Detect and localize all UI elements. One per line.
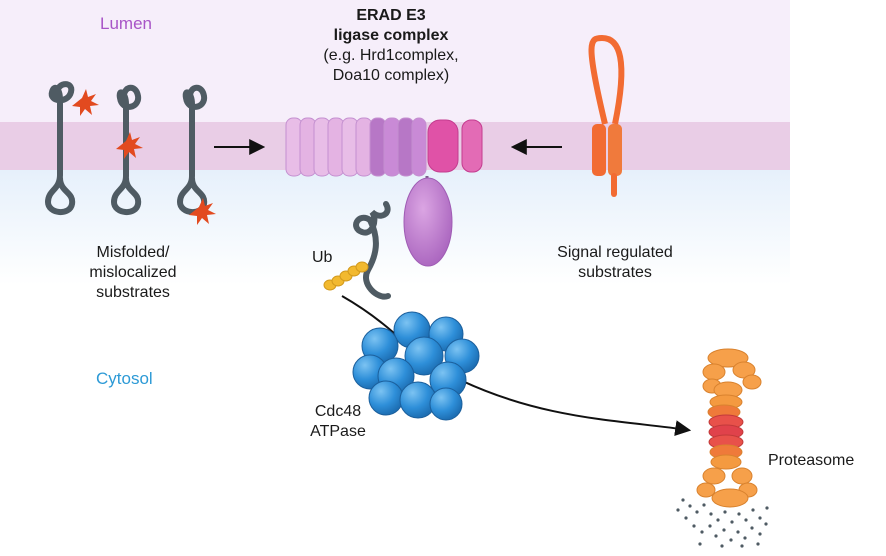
signal-substrate [588,34,625,197]
cdc48-line2: ATPase [310,423,366,440]
peptide-fragments [676,498,769,548]
complex-example-line1: (e.g. Hrd1complex, [323,47,459,64]
cdc48-atpase [352,311,480,421]
cdc48-label: Cdc48 ATPase [300,402,376,442]
complex-title-line1: ERAD E3 [356,7,426,24]
complex-title-line2: ligase complex [333,27,449,44]
misfolded-label: Misfolded/ mislocalized substrates [68,243,198,303]
extracted-substrate [353,201,391,300]
lesion-star-icons [72,89,216,225]
erad-complex [285,117,483,267]
signal-line2: substrates [578,264,652,281]
complex-title: ERAD E3 ligase complex (e.g. Hrd1complex… [300,6,482,86]
misfolded-line1: Misfolded/ [96,244,170,261]
lumen-region [0,0,790,122]
proteasome [696,348,762,508]
ub-label: Ub [312,249,333,266]
misfolded-substrate-1 [44,81,76,215]
misfolded-substrate-2 [110,84,142,215]
misfolded-substrate-3 [176,84,208,215]
proteasome-label: Proteasome [768,452,855,469]
signal-label: Signal regulated substrates [520,243,710,283]
lumen-label: Lumen [100,14,152,33]
ubiquitin-chain-icon [323,261,369,291]
cdc48-line1: Cdc48 [314,403,362,420]
cytosol-label: Cytosol [96,369,153,388]
signal-line1: Signal regulated [557,244,673,261]
misfolded-line2: mislocalized [89,264,177,281]
complex-example-line2: Doa10 complex) [332,67,450,84]
misfolded-line3: substrates [96,284,170,301]
